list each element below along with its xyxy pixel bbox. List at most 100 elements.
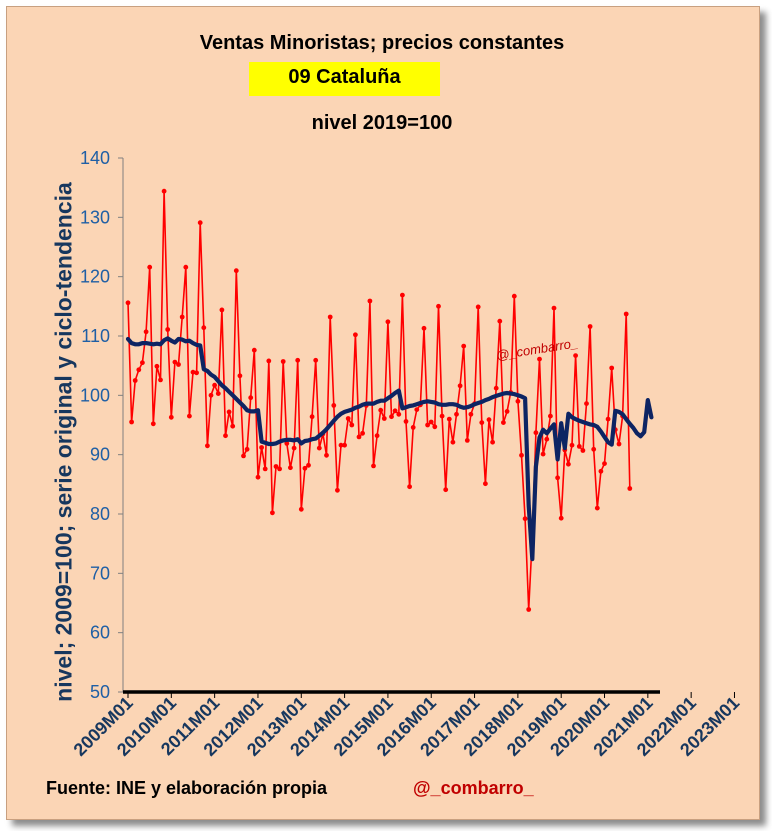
data-point-original [223, 433, 228, 439]
data-point-original [511, 293, 517, 299]
data-point-original [335, 487, 340, 493]
data-point-original [479, 420, 485, 425]
data-point-original [147, 264, 153, 270]
data-point-original [475, 304, 481, 310]
data-point-original [540, 451, 546, 457]
y-tick-label: 130 [80, 207, 110, 227]
data-point-original [392, 408, 398, 414]
y-tick-label: 110 [81, 326, 110, 346]
source-note: Fuente: INE y elaboración propia [46, 778, 328, 798]
data-point-original [143, 329, 149, 335]
data-point-original [468, 411, 474, 417]
data-series [125, 188, 654, 612]
data-point-original [439, 413, 445, 419]
data-point-original [194, 370, 200, 376]
data-point-original [501, 420, 506, 425]
data-point-original [450, 439, 456, 445]
data-point-original [385, 319, 391, 325]
data-point-original [255, 474, 261, 480]
data-point-original [446, 416, 452, 422]
data-point-original [345, 416, 351, 421]
data-point-original [407, 484, 412, 490]
data-point-original [226, 409, 232, 415]
data-point-original [584, 401, 589, 406]
data-point-original [515, 398, 521, 404]
data-point-original [558, 515, 564, 521]
y-tick-label: 90 [90, 445, 110, 465]
data-point-original [309, 414, 315, 420]
data-point-original [486, 417, 492, 423]
data-point-original [176, 362, 181, 367]
data-point-original [338, 442, 344, 448]
data-point-original [298, 506, 304, 512]
data-point-original [205, 443, 210, 449]
data-point-original [251, 347, 257, 353]
data-point-original [349, 422, 355, 428]
data-point-original [201, 325, 207, 331]
data-point-original [414, 407, 420, 412]
data-point-original [154, 363, 160, 369]
data-point-original [609, 365, 615, 371]
data-point-original [533, 430, 539, 436]
data-point-original [172, 359, 178, 365]
data-point-original [356, 434, 362, 440]
data-point-original [627, 486, 633, 491]
data-point-original [161, 188, 167, 194]
data-point-original [493, 385, 499, 391]
data-point-original [168, 414, 174, 420]
data-point-original [569, 442, 575, 448]
data-point-original [306, 462, 311, 468]
data-point-original [288, 465, 293, 471]
data-point-original [244, 446, 250, 452]
data-point-original [616, 441, 622, 447]
data-point-original [230, 423, 236, 429]
data-point-original [519, 452, 524, 458]
data-point-original [598, 468, 604, 474]
data-point-original [324, 452, 329, 458]
data-point-original [367, 298, 373, 304]
data-point-original [443, 487, 449, 493]
data-point-original [371, 463, 376, 469]
data-point-original [436, 303, 441, 309]
data-point-original [266, 358, 272, 364]
chart-subtitle: nivel 2019=100 [311, 112, 453, 134]
data-point-original [461, 343, 467, 349]
data-point-original [425, 422, 430, 428]
data-point-original [544, 436, 550, 442]
data-point-original [432, 424, 438, 430]
data-point-original [526, 607, 532, 612]
y-tick-label: 100 [80, 385, 110, 405]
data-point-original [483, 481, 488, 487]
data-point-original [129, 419, 135, 425]
watermark-text: @_combarro_ [495, 335, 579, 363]
y-tick-label: 140 [80, 148, 110, 168]
data-point-original [208, 392, 214, 398]
data-point-original [215, 391, 221, 396]
y-axis-ticks: 50 60 70 80 90 100 110 120 130 140 [80, 148, 123, 702]
data-point-original [410, 425, 416, 430]
data-point-original [327, 314, 333, 320]
data-point-original [273, 464, 279, 469]
data-point-original [504, 409, 510, 414]
data-point-original [605, 416, 611, 422]
x-axis-ticks: 2009M012010M012011M012012M012013M012014M… [70, 692, 743, 760]
data-point-original [381, 416, 387, 421]
data-point-original [183, 264, 189, 270]
data-point-original [591, 446, 597, 452]
chart-title: Ventas Minoristas; precios constantes [199, 32, 565, 54]
data-point-original [400, 292, 405, 298]
data-point-original [150, 421, 156, 427]
author-handle: @_combarro_ [413, 778, 534, 798]
data-point-original [374, 433, 380, 439]
y-tick-label: 70 [90, 563, 110, 583]
data-point-original [457, 383, 463, 389]
data-point-original [580, 448, 586, 453]
data-point-original [594, 505, 600, 511]
data-point-original [537, 356, 542, 362]
data-point-original [555, 475, 560, 481]
data-point-original [270, 510, 275, 516]
data-point-original [403, 419, 409, 424]
data-point-original [396, 411, 402, 417]
data-point-original [179, 314, 185, 320]
data-point-original [140, 360, 145, 366]
